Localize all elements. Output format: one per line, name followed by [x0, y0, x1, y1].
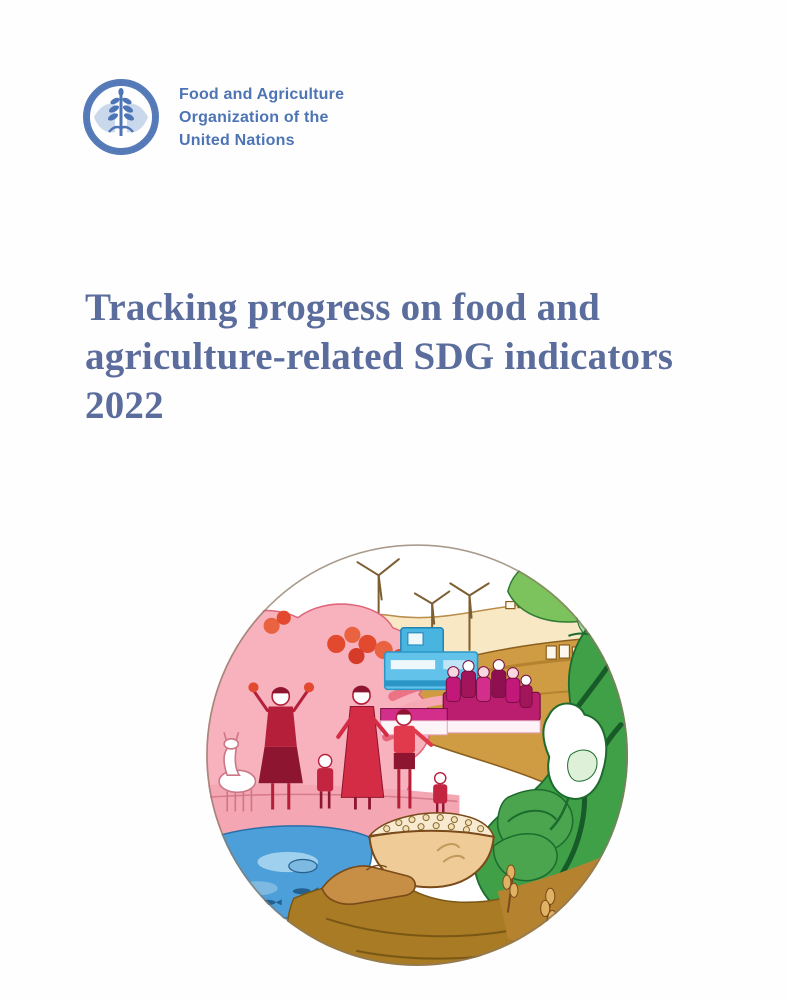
page-title-line2: agriculture-related SDG indicators — [85, 335, 674, 378]
fao-org-name-line3: United Nations — [179, 131, 295, 149]
page-title-line1: Tracking progress on food and — [85, 286, 601, 329]
harvest-hand — [321, 864, 417, 905]
fao-logo-block: Food and Agriculture Organization of the… — [82, 76, 344, 158]
white-llama — [218, 731, 257, 812]
fao-org-name-line1: Food and Agriculture — [179, 85, 345, 103]
red-figures — [248, 682, 448, 816]
figure-man-c — [393, 709, 434, 809]
figure-woman-b — [336, 685, 389, 810]
fao-wheat-ear-roundel-icon — [83, 79, 159, 155]
fao-org-name: Food and Agriculture Organization of the… — [179, 83, 344, 152]
cover-illustration — [205, 542, 629, 968]
page-title: Tracking progress on food and agricultur… — [85, 283, 745, 430]
white-monkey — [542, 702, 608, 831]
figure-woman-a — [248, 682, 315, 810]
figure-child-a — [317, 753, 334, 809]
illustration-border — [206, 544, 628, 966]
grain-basket — [367, 812, 495, 889]
fao-org-name-line2: Organization of the — [179, 108, 329, 126]
page-title-line3: 2022 — [85, 384, 164, 427]
